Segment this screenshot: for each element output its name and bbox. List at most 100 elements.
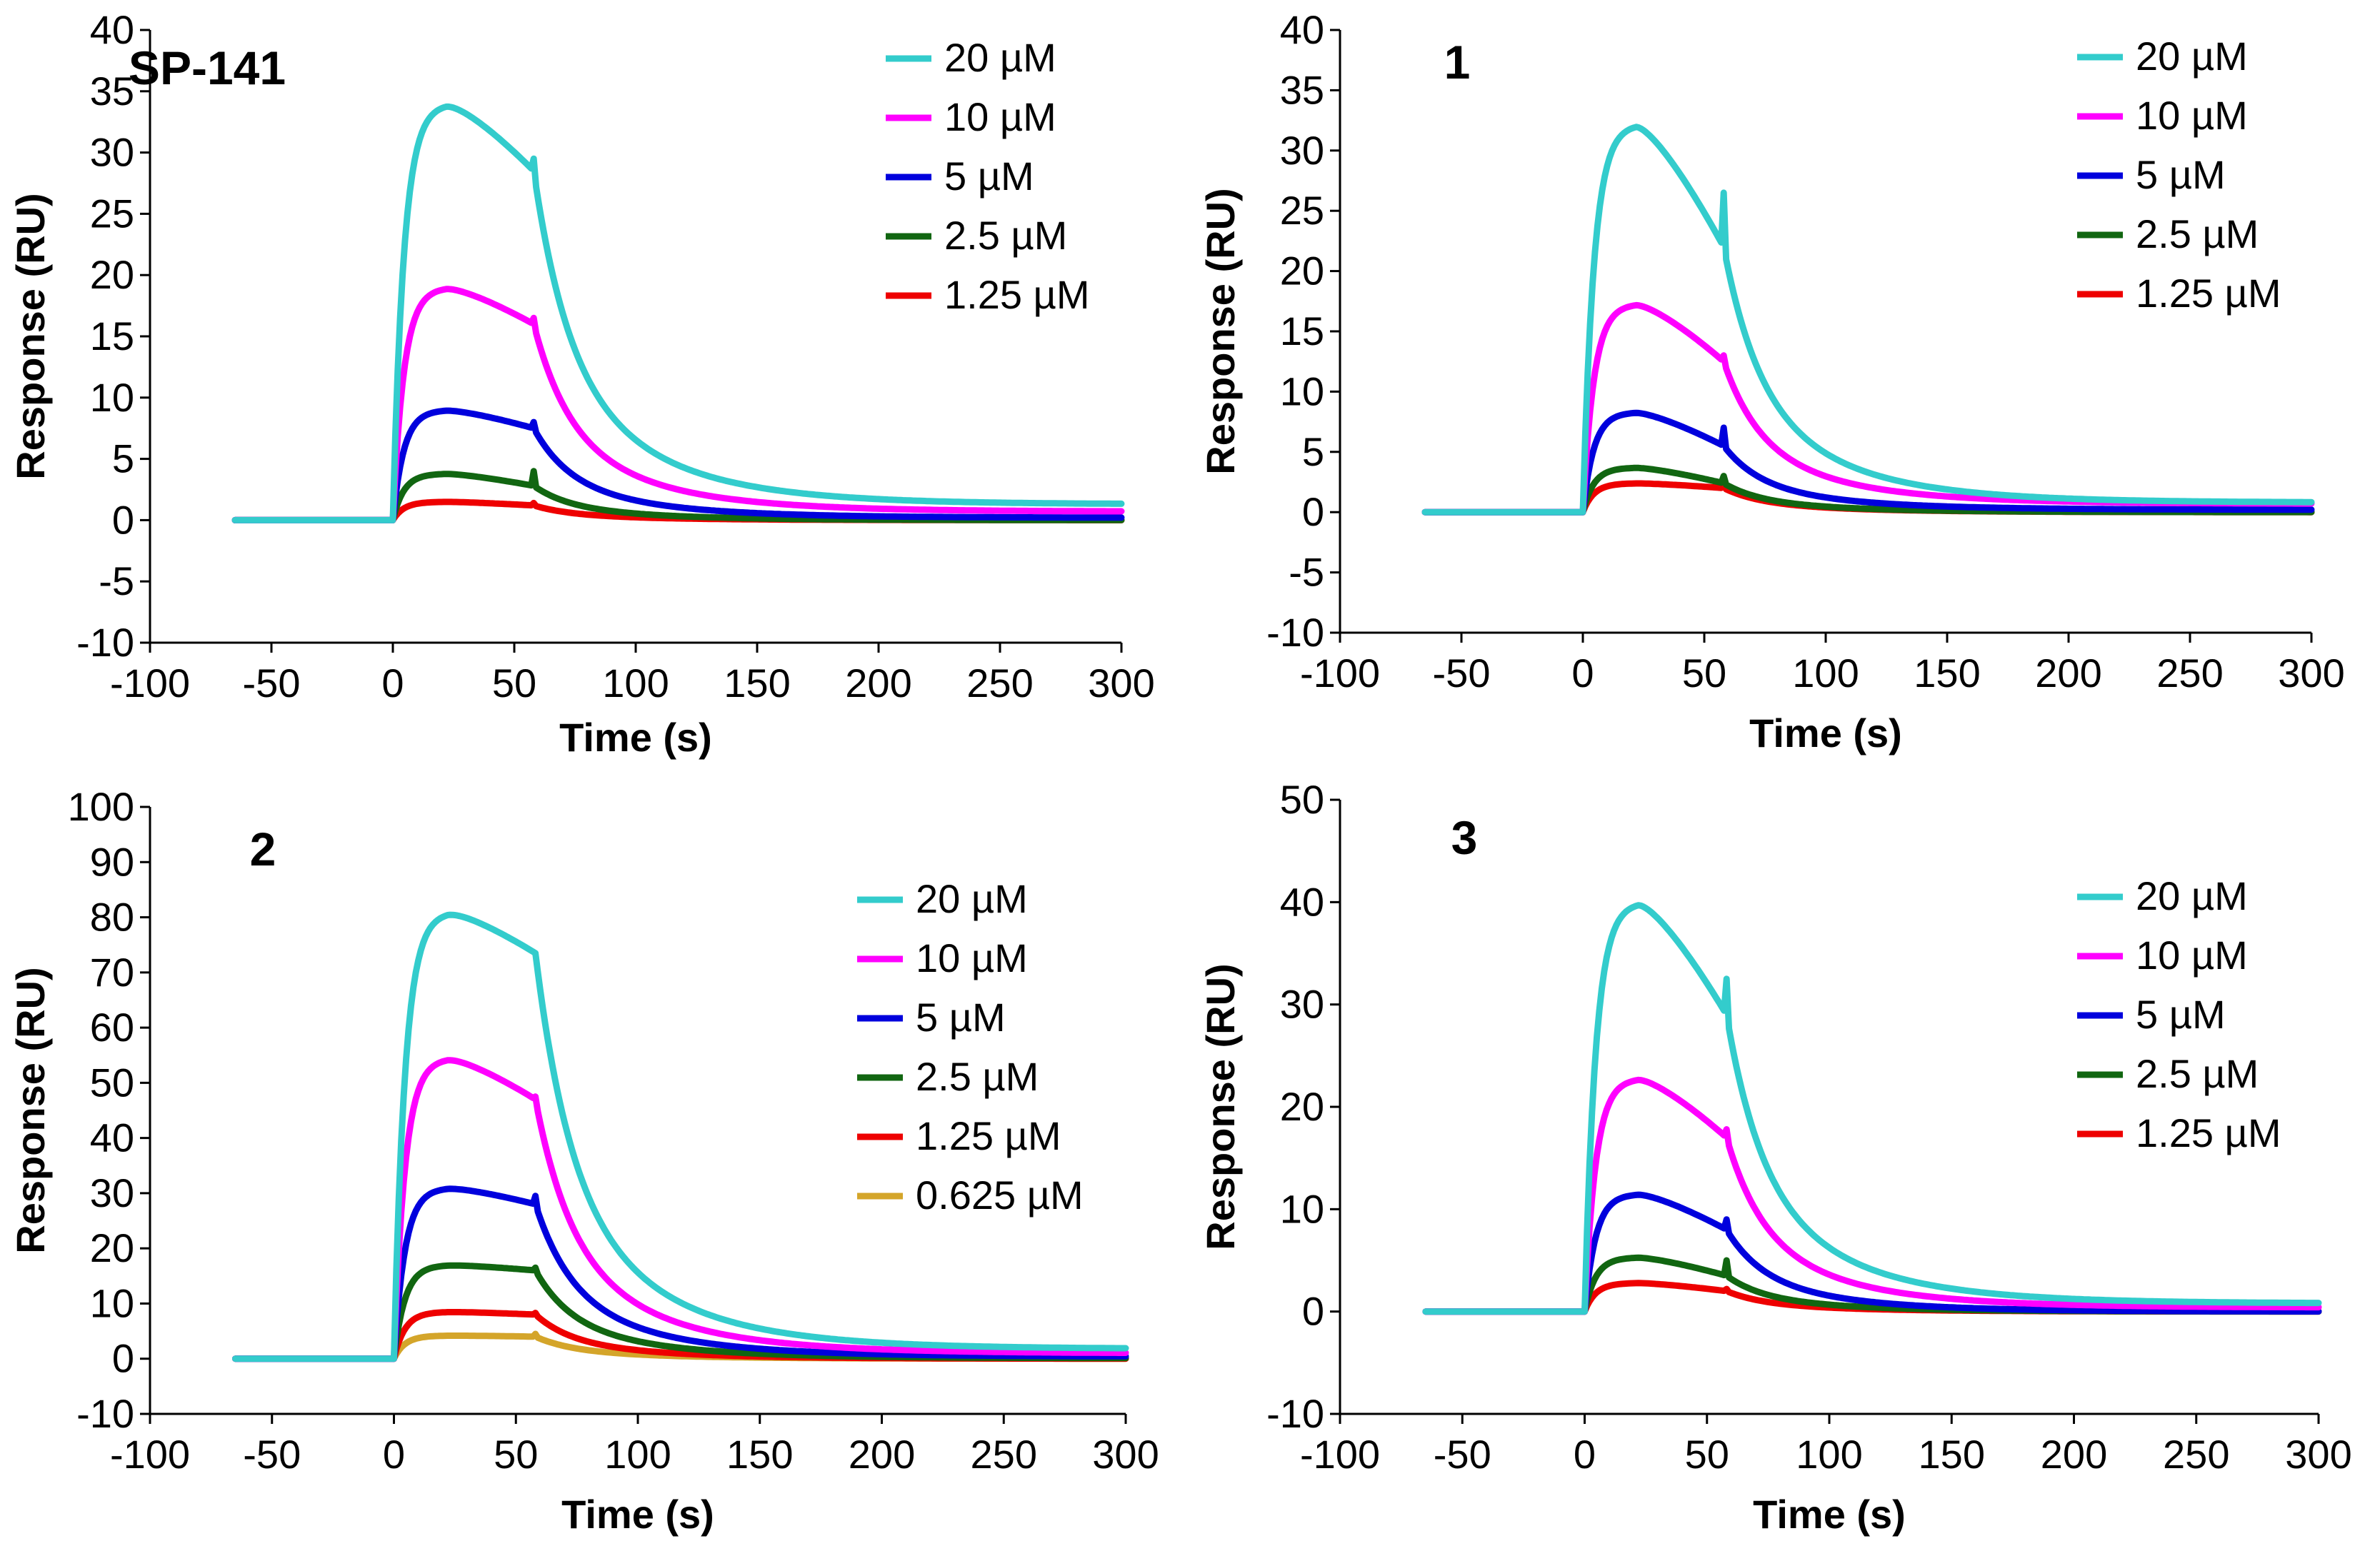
- series-line-10uM: [1421, 301, 2315, 516]
- y-tick-label: 30: [90, 1170, 134, 1215]
- y-tick-label: 15: [1280, 308, 1324, 353]
- y-tick-label: 50: [1280, 777, 1324, 822]
- series-line-20uM: [232, 911, 1129, 1362]
- x-tick-label: 0: [1574, 1432, 1596, 1477]
- y-tick-label: 25: [1280, 188, 1324, 233]
- legend-label: 10 µM: [2136, 93, 2248, 138]
- legend-label: 2.5 µM: [916, 1054, 1039, 1099]
- legend-label: 2.5 µM: [944, 213, 1067, 258]
- legend-label: 1.25 µM: [916, 1113, 1061, 1158]
- x-tick-label: 200: [2035, 651, 2101, 696]
- legend-label: 1.25 µM: [2136, 1110, 2281, 1155]
- y-tick-label: 90: [90, 839, 134, 884]
- legend: 20 µM 10 µM 5 µM 2.5 µM 1.25 µM 0.625 µM: [857, 876, 1084, 1218]
- y-tick-label: 20: [90, 252, 134, 297]
- x-tick-label: 50: [492, 661, 536, 706]
- y-axis-label: Response (RU): [8, 193, 53, 479]
- x-tick-label: 200: [2041, 1432, 2107, 1477]
- x-tick-label: 150: [724, 661, 790, 706]
- y-tick-label: 50: [90, 1060, 134, 1105]
- x-tick-label: 100: [604, 1432, 671, 1477]
- y-tick-label: -10: [1266, 610, 1324, 655]
- x-tick-label: -100: [1300, 1432, 1380, 1477]
- y-tick-label: 40: [90, 1115, 134, 1160]
- series-line-20uM: [231, 103, 1125, 523]
- y-tick-label: -5: [99, 558, 134, 603]
- legend-label: 10 µM: [2136, 933, 2248, 978]
- y-tick-label: 20: [90, 1225, 134, 1270]
- x-tick-label: 100: [1796, 1432, 1862, 1477]
- y-tick-label: 25: [90, 191, 134, 236]
- x-tick-label: -100: [110, 661, 190, 706]
- y-tick-label: 40: [1280, 879, 1324, 924]
- x-tick-label: 200: [849, 1432, 915, 1477]
- y-axis-label: Response (RU): [1198, 188, 1243, 474]
- y-tick-label: 10: [1280, 1186, 1324, 1231]
- x-tick-label: 50: [494, 1432, 538, 1477]
- legend-label: 5 µM: [2136, 152, 2226, 197]
- y-axis-label: Response (RU): [8, 967, 53, 1253]
- x-tick-label: 100: [1792, 651, 1859, 696]
- x-tick-label: 150: [726, 1432, 793, 1477]
- y-tick-label: -10: [76, 620, 134, 665]
- legend-label: 20 µM: [2136, 34, 2248, 79]
- x-tick-label: -50: [1434, 1432, 1491, 1477]
- x-axis-label: Time (s): [1753, 1492, 1906, 1537]
- series-line-5uM: [1421, 409, 2315, 516]
- y-tick-label: 30: [1280, 982, 1324, 1027]
- panel-title: SP-141: [129, 41, 286, 94]
- series-line-10uM: [231, 286, 1125, 523]
- series-line-5uM: [1422, 1191, 2322, 1315]
- x-tick-label: 200: [845, 661, 911, 706]
- legend-label: 5 µM: [2136, 992, 2226, 1037]
- x-tick-label: -50: [243, 1432, 301, 1477]
- y-tick-label: 80: [90, 895, 134, 940]
- legend-label: 1.25 µM: [2136, 271, 2281, 316]
- x-tick-label: 250: [971, 1432, 1037, 1477]
- x-tick-label: 0: [1571, 651, 1594, 696]
- legend: 20 µM 10 µM 5 µM 2.5 µM 1.25 µM: [2077, 873, 2281, 1155]
- legend: 20 µM 10 µM 5 µM 2.5 µM 1.25 µM: [886, 35, 1089, 317]
- y-tick-label: 0: [1302, 1289, 1324, 1334]
- x-axis-label: Time (s): [1749, 711, 1902, 756]
- legend-label: 2.5 µM: [2136, 1051, 2259, 1096]
- x-tick-label: 50: [1682, 651, 1726, 696]
- y-tick-label: 5: [112, 436, 134, 481]
- x-tick-label: 250: [2156, 651, 2223, 696]
- y-tick-label: 40: [90, 7, 134, 52]
- x-tick-label: 250: [2163, 1432, 2229, 1477]
- series-line-20uM: [1421, 124, 2315, 516]
- y-tick-label: 60: [90, 1005, 134, 1050]
- legend-label: 0.625 µM: [916, 1173, 1084, 1218]
- legend-label: 20 µM: [2136, 873, 2248, 918]
- legend-label: 10 µM: [944, 94, 1056, 139]
- legend-label: 10 µM: [916, 935, 1028, 980]
- y-tick-label: 30: [1280, 128, 1324, 173]
- x-tick-label: -100: [1300, 651, 1380, 696]
- x-tick-label: 0: [381, 661, 404, 706]
- y-tick-label: 10: [90, 375, 134, 420]
- x-tick-label: 300: [1088, 661, 1154, 706]
- x-tick-label: 300: [2278, 651, 2344, 696]
- y-tick-label: 70: [90, 950, 134, 995]
- y-tick-label: 35: [90, 69, 134, 114]
- y-tick-label: 20: [1280, 1084, 1324, 1129]
- legend: 20 µM 10 µM 5 µM 2.5 µM 1.25 µM: [2077, 34, 2281, 316]
- y-tick-label: -5: [1289, 550, 1324, 595]
- series-line-20uM: [1422, 902, 2322, 1315]
- legend-label: 1.25 µM: [944, 272, 1089, 317]
- y-tick-label: 0: [112, 497, 134, 542]
- x-tick-label: 250: [966, 661, 1033, 706]
- y-tick-label: 10: [90, 1280, 134, 1325]
- y-tick-label: 5: [1302, 429, 1324, 474]
- x-tick-label: 300: [1092, 1432, 1159, 1477]
- y-tick-label: -10: [76, 1391, 134, 1436]
- x-tick-label: 100: [602, 661, 669, 706]
- y-tick-label: -10: [1266, 1391, 1324, 1436]
- x-tick-label: -50: [243, 661, 301, 706]
- panel-title: 2: [250, 823, 276, 875]
- y-tick-label: 15: [90, 313, 134, 358]
